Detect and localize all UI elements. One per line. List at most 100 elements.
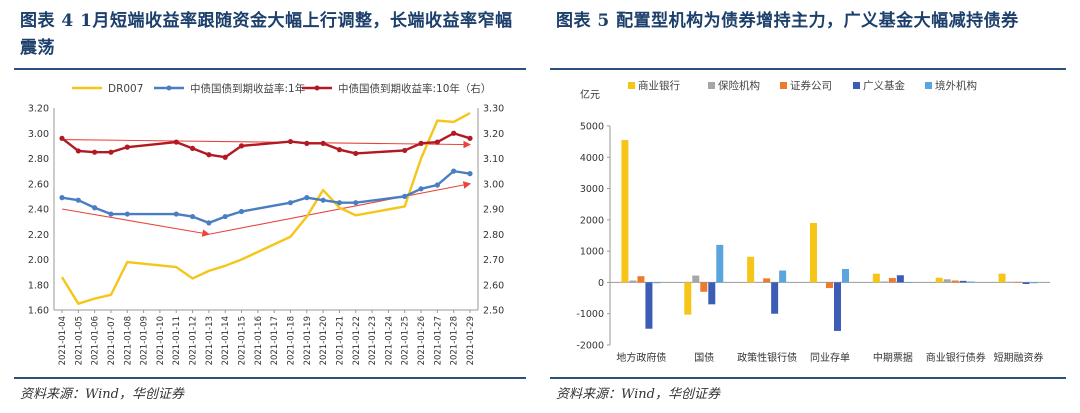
x-tick-label: 2021-01-14 (221, 316, 231, 365)
series-point-1 (451, 168, 457, 174)
x-category-label: 政策性银行债 (737, 351, 797, 364)
y-tick-label: 4000 (580, 153, 604, 164)
y-left-tick-label: 2.40 (28, 205, 49, 216)
y-tick-label: 5000 (580, 122, 604, 133)
x-tick-label: 2021-01-11 (172, 316, 182, 365)
x-tick-label: 2021-01-18 (286, 316, 296, 365)
y-left-tick-label: 2.20 (28, 230, 49, 241)
series-point-2 (238, 143, 245, 149)
left-title-rule (14, 68, 526, 70)
y-tick-label: -2000 (576, 341, 604, 352)
bar (834, 282, 841, 331)
series-point-1 (124, 211, 130, 217)
series-point-1 (402, 193, 408, 199)
x-tick-label: 2021-01-23 (368, 316, 378, 365)
series-point-1 (189, 213, 196, 220)
bar-legend: 商业银行 保险机构 证券公司 广义基金 境外机构 (628, 79, 977, 92)
x-tick-label: 2021-01-25 (401, 316, 411, 365)
series-point-2 (434, 139, 440, 145)
x-tick-label: 2021-01-10 (156, 316, 166, 365)
series-point-2 (222, 154, 228, 160)
legend-swatch (708, 82, 715, 89)
series-point-1 (467, 171, 473, 177)
series-point-1 (75, 197, 81, 203)
legend-swatch (628, 82, 635, 89)
x-tick-label: 2021-01-13 (205, 316, 215, 365)
bar (826, 282, 833, 289)
legend-label: 证券公司 (790, 79, 832, 92)
x-tick-label: 2021-01-29 (466, 316, 476, 365)
series-point-2 (59, 135, 65, 141)
series-point-2 (92, 149, 98, 155)
series-point-2 (418, 140, 424, 146)
y-left-tick-label: 2.80 (28, 154, 49, 165)
series-point-2 (320, 140, 326, 146)
bar-unit-label: 亿元 (580, 88, 600, 101)
trend-lines (61, 139, 472, 237)
series-point-1 (434, 182, 440, 188)
bar (755, 282, 763, 283)
y-right-tick-label: 2.80 (483, 230, 504, 241)
y-left-tick-label: 2.60 (28, 179, 49, 190)
right-title-rule (550, 68, 1066, 70)
series-point-2 (467, 135, 473, 141)
x-tick-label: 2021-01-04 (58, 316, 68, 365)
x-tick-label: 2021-01-28 (450, 316, 460, 365)
bar (1014, 281, 1022, 283)
line-axes: 3.20 3.00 2.80 2.60 2.40 2.20 2.00 1.80 1.60 3.30… (28, 104, 504, 366)
bar (943, 279, 951, 283)
y-tick-label: 1000 (580, 247, 604, 258)
y-tick-label: -1000 (576, 309, 604, 320)
x-category-label: 国债 (694, 351, 714, 364)
bar (716, 244, 724, 283)
left-figure-title: 图表 4 1月短端收益率跟随资金大幅上行调整，长端收益率窄幅震荡 (20, 11, 513, 58)
x-tick-label: 2021-01-07 (107, 316, 117, 365)
bar (1030, 282, 1038, 284)
series-point-1 (304, 195, 310, 201)
trend-line (61, 208, 210, 237)
x-tick-label: 2021-01-06 (91, 316, 101, 365)
y-right-tick-label: 2.50 (483, 306, 504, 317)
series-point-1 (287, 200, 294, 206)
series-point-1 (173, 211, 179, 217)
legend-label: 保险机构 (718, 79, 760, 92)
right-figure-title: 图表 5 配置型机构为债券增持主力，广义基金大幅减持债券 (556, 11, 1019, 31)
bar (1022, 282, 1030, 284)
series-point-2 (287, 138, 294, 145)
bar (998, 273, 1006, 283)
series-point-2 (206, 152, 212, 158)
legend-label: 境外机构 (935, 79, 977, 92)
x-category-label: 同业存单 (810, 351, 850, 364)
bar (621, 140, 629, 283)
y-tick-label: 3000 (580, 184, 604, 195)
x-tick-label: 2021-01-08 (123, 316, 133, 365)
bar (779, 270, 787, 283)
series-point-2 (124, 144, 130, 150)
bar (896, 275, 904, 283)
right-source: 资料来源：Wind，华创证券 (556, 387, 720, 402)
y-right-tick-label: 2.60 (483, 280, 504, 291)
x-tick-label: 2021-01-15 (238, 316, 248, 365)
series-point-1 (92, 205, 98, 211)
series-line-2 (61, 132, 471, 159)
legend-label-cgb1y: 中债国债到期收益率:1年 (190, 82, 305, 95)
bar (872, 273, 880, 283)
bar (951, 280, 959, 283)
series-point-1 (222, 213, 228, 220)
legend-swatch (853, 82, 860, 89)
x-tick-label: 2021-01-16 (254, 316, 264, 365)
x-tick-label: 2021-01-17 (270, 316, 280, 365)
bar (880, 281, 888, 283)
series-point-2 (336, 147, 343, 153)
series-point-1 (353, 200, 359, 206)
series-line-0 (60, 111, 471, 305)
left-source-rule (14, 377, 526, 379)
bar (653, 282, 661, 284)
left-source: 资料来源：Wind，华创证券 (20, 387, 184, 402)
x-tick-label: 2021-01-21 (335, 316, 345, 365)
series-point-1 (206, 220, 212, 226)
y-left-tick-label: 1.60 (28, 306, 49, 317)
bar (1006, 281, 1014, 283)
x-tick-label: 2021-01-24 (384, 316, 394, 365)
right-figure: 图表 5 配置型机构为债券增持主力，广义基金大幅减持债券 商业银行 保险机构 证券公… (550, 0, 1066, 413)
